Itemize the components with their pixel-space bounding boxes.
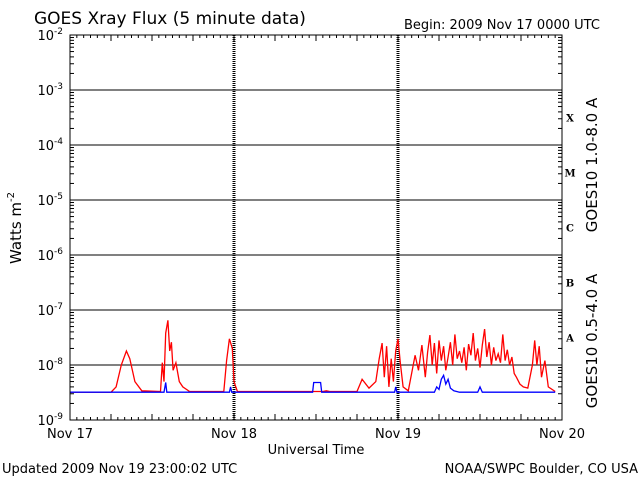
y-tick-label-base: 10 bbox=[37, 249, 54, 264]
updated-timestamp: Updated 2009 Nov 19 23:00:02 UTC bbox=[2, 462, 237, 477]
y-tick-label: 10-6 bbox=[37, 247, 63, 264]
flare-class-label: B bbox=[566, 279, 574, 290]
y-tick-label: 10-2 bbox=[37, 27, 63, 44]
y-tick-label-exp: -4 bbox=[54, 137, 63, 147]
x-tick-label: Nov 20 bbox=[539, 427, 585, 442]
y-tick-label-base: 10 bbox=[37, 29, 54, 44]
flare-class-label: X bbox=[566, 114, 574, 125]
y-tick-label-base: 10 bbox=[37, 304, 54, 319]
x-axis-label: Universal Time bbox=[268, 443, 365, 458]
legend-series-long: GOES10 1.0-8.0 A bbox=[583, 97, 601, 232]
data-series bbox=[70, 320, 556, 393]
y-tick-label-base: 10 bbox=[37, 414, 54, 429]
y-tick-label-exp: -6 bbox=[54, 247, 63, 257]
y-tick-label-base: 10 bbox=[37, 139, 54, 154]
y-tick-label-exp: -3 bbox=[54, 82, 63, 92]
begin-label: Begin: 2009 Nov 17 0000 UTC bbox=[404, 18, 600, 33]
y-tick-label-exp: -7 bbox=[54, 302, 63, 312]
y-tick-label-exp: -9 bbox=[54, 412, 63, 422]
x-axis-ticks: Nov 17 Nov 18 Nov 19 Nov 20 bbox=[47, 35, 585, 442]
series-line-short bbox=[70, 373, 556, 393]
y-tick-label: 10-8 bbox=[37, 357, 63, 374]
y-tick-label: 10-7 bbox=[37, 302, 63, 319]
flare-class-labels: X M C B A bbox=[564, 114, 575, 345]
flare-class-label: M bbox=[564, 169, 575, 180]
grid-lines bbox=[70, 35, 562, 420]
y-tick-label-exp: -5 bbox=[54, 192, 63, 202]
y-tick-label-base: 10 bbox=[37, 84, 54, 99]
y-tick-label-exp: -2 bbox=[54, 27, 63, 37]
y-axis-label: Watts m-2 bbox=[6, 192, 25, 264]
x-tick-label: Nov 19 bbox=[375, 427, 421, 442]
y-tick-label-base: 10 bbox=[37, 359, 54, 374]
series-line-long bbox=[70, 320, 556, 393]
y-tick-label: 10-5 bbox=[37, 192, 63, 209]
y-tick-label: 10-9 bbox=[37, 412, 63, 429]
credit-text: NOAA/SWPC Boulder, CO USA bbox=[445, 462, 638, 477]
flare-class-label: C bbox=[566, 224, 574, 235]
y-tick-label: 10-4 bbox=[37, 137, 63, 154]
legend-series-short: GOES10 0.5-4.0 A bbox=[583, 273, 601, 408]
y-axis-label-text: Watts m bbox=[7, 202, 25, 264]
x-tick-label: Nov 17 bbox=[47, 427, 93, 442]
flare-class-label: A bbox=[565, 334, 574, 345]
chart-title: GOES Xray Flux (5 minute data) bbox=[34, 9, 306, 29]
x-tick-label: Nov 18 bbox=[211, 427, 257, 442]
y-tick-label-exp: -8 bbox=[54, 357, 63, 367]
y-axis-label-sup: -2 bbox=[6, 192, 17, 202]
y-tick-label: 10-3 bbox=[37, 82, 63, 99]
y-tick-label-base: 10 bbox=[37, 194, 54, 209]
y-axis-ticks: 10-210-310-410-510-610-710-810-9 bbox=[37, 27, 562, 429]
